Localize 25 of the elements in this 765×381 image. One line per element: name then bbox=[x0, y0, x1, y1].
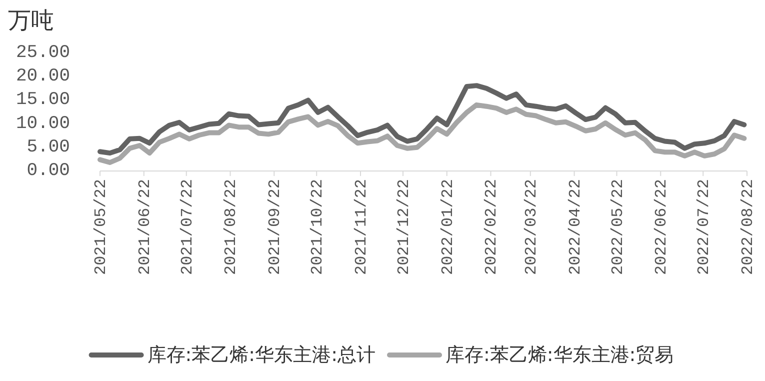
x-tick-label: 2022/01/22 bbox=[438, 179, 457, 276]
x-tick-label: 2021/10/22 bbox=[308, 179, 327, 276]
x-tick-label: 2022/08/22 bbox=[739, 179, 757, 276]
x-tick-label: 2021/09/22 bbox=[266, 179, 284, 276]
x-tick-label: 2022/02/22 bbox=[482, 179, 501, 276]
x-tick-label: 2021/12/22 bbox=[394, 179, 413, 276]
y-tick-label: 15.00 bbox=[16, 90, 70, 110]
x-tick-label: 2021/08/22 bbox=[222, 179, 240, 276]
y-tick-label: 25.00 bbox=[16, 43, 70, 63]
x-tick-label: 2021/06/22 bbox=[136, 179, 154, 276]
x-tick-label: 2022/06/22 bbox=[652, 179, 671, 276]
x-tick-label: 2022/07/22 bbox=[695, 179, 714, 276]
legend-label: 库存:苯乙烯:华东主港:贸易 bbox=[446, 344, 674, 366]
legend-label: 库存:苯乙烯:华东主港:总计 bbox=[147, 344, 376, 366]
y-tick-label: 10.00 bbox=[16, 114, 70, 134]
y-tick-label: 0.00 bbox=[26, 161, 70, 181]
x-tick-label: 2022/04/22 bbox=[566, 179, 584, 276]
x-tick-label: 2022/03/22 bbox=[522, 179, 540, 276]
y-tick-label: 5.00 bbox=[26, 137, 70, 158]
y-tick-label: 20.00 bbox=[16, 66, 70, 87]
x-tick-label: 2022/05/22 bbox=[608, 179, 627, 276]
x-tick-label: 2021/07/22 bbox=[178, 179, 196, 276]
x-tick-label: 2021/11/22 bbox=[352, 179, 370, 276]
y-axis-title: 万吨 bbox=[8, 8, 54, 34]
x-tick-label: 2021/05/22 bbox=[92, 179, 110, 276]
